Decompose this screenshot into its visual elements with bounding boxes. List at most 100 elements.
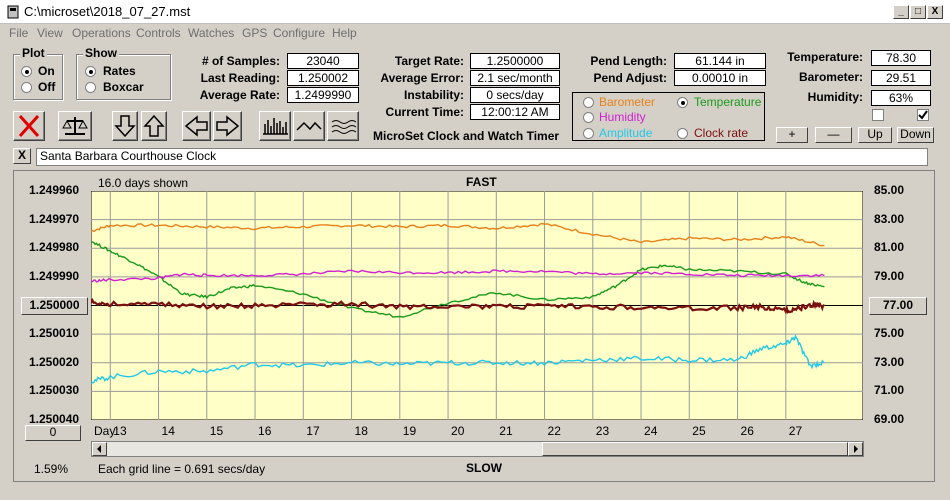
temperature-radio[interactable] bbox=[677, 97, 688, 108]
amplitude-option-label: Amplitude bbox=[599, 126, 653, 140]
last-reading-label: Last Reading: bbox=[200, 71, 280, 85]
series-line-temperature bbox=[91, 241, 825, 318]
series-line-humidity bbox=[91, 269, 825, 283]
clear-button[interactable] bbox=[13, 111, 45, 141]
scroll-thumb[interactable] bbox=[542, 442, 848, 456]
barometer-radio[interactable] bbox=[583, 97, 594, 108]
y-right-tick-label: 69.00 bbox=[874, 412, 905, 426]
scroll-down-button[interactable] bbox=[112, 111, 138, 141]
minimize-button[interactable]: _ bbox=[893, 5, 909, 19]
instability-label: Instability: bbox=[403, 88, 464, 102]
humidity-option-label: Humidity bbox=[599, 110, 646, 124]
boxcar-view-button[interactable] bbox=[327, 111, 359, 141]
pend-length-label: Pend Length: bbox=[590, 54, 667, 68]
temperature-option-label: Temperature bbox=[694, 95, 762, 109]
barometer-option-label: Barometer bbox=[599, 95, 656, 109]
x-tick-label: 19 bbox=[402, 424, 417, 438]
checkbox-right[interactable] bbox=[917, 109, 929, 121]
temperature-field: 78.30 bbox=[871, 50, 931, 66]
y-right-tick-label: 85.00 bbox=[874, 183, 905, 197]
series-line-amplitude bbox=[91, 334, 825, 385]
day-label: Day: bbox=[94, 424, 119, 438]
x-tick-label: 14 bbox=[161, 424, 175, 438]
show-rates-radio[interactable] bbox=[85, 66, 96, 77]
samples-field: 23040 bbox=[287, 53, 359, 69]
description-input[interactable]: Santa Barbara Courthouse Clock bbox=[36, 148, 928, 166]
maximize-button[interactable]: □ bbox=[910, 5, 926, 19]
y-left-tick-label: 1.250030 bbox=[29, 383, 80, 398]
clock-rate-option-label: Clock rate bbox=[694, 126, 749, 140]
close-button[interactable]: X bbox=[927, 5, 943, 19]
y-left-tick-label: 1.250020 bbox=[29, 354, 80, 369]
x-tick-label: 22 bbox=[547, 424, 561, 438]
chart-plot-area bbox=[91, 191, 863, 420]
show-group-title: Show bbox=[83, 46, 119, 60]
humidity-radio[interactable] bbox=[583, 112, 594, 123]
up-button[interactable]: Up bbox=[858, 127, 892, 143]
show-group: Show Rates Boxcar bbox=[76, 46, 171, 100]
amplitude-radio[interactable] bbox=[583, 128, 594, 139]
title-bar: C:\microset\2018_07_27.mst _ □ X bbox=[0, 0, 950, 24]
arrow-right-icon bbox=[216, 115, 240, 137]
center-value-button[interactable]: 1.250000 bbox=[21, 297, 88, 315]
plot-off-label: Off bbox=[38, 80, 56, 94]
average-rate-field: 1.2499990 bbox=[287, 87, 359, 103]
description-close-button[interactable]: X bbox=[13, 148, 31, 164]
x-tick-label: 23 bbox=[595, 424, 610, 438]
y-left-tick-label: 1.249960 bbox=[29, 183, 80, 197]
average-error-label: Average Error: bbox=[380, 71, 464, 85]
humidity-field: 63% bbox=[871, 90, 931, 106]
right-value-button[interactable]: 77.00 bbox=[869, 297, 927, 315]
wave-view-button[interactable] bbox=[293, 111, 325, 141]
x-tick-label: 24 bbox=[644, 424, 658, 438]
humidity-label: Humidity: bbox=[807, 90, 863, 104]
show-rates-label: Rates bbox=[103, 64, 136, 78]
show-boxcar-radio[interactable] bbox=[85, 82, 96, 93]
scroll-right-arrow[interactable] bbox=[848, 442, 863, 456]
menu-view[interactable]: View bbox=[37, 26, 63, 40]
minus-button[interactable]: — bbox=[815, 127, 852, 143]
menu-controls[interactable]: Controls bbox=[136, 26, 181, 40]
y-right-tick-label: 83.00 bbox=[874, 211, 905, 226]
y-left-tick-label: 1.249990 bbox=[29, 268, 80, 283]
scroll-up-button[interactable] bbox=[141, 111, 167, 141]
menu-file[interactable]: File bbox=[9, 26, 29, 40]
pend-length-field: 61.144 in bbox=[674, 53, 766, 69]
x-tick-label: 18 bbox=[354, 424, 368, 438]
pend-adjust-label: Pend Adjust: bbox=[593, 71, 667, 85]
zero-button[interactable]: 0 bbox=[25, 425, 81, 441]
menu-watches[interactable]: Watches bbox=[188, 26, 235, 40]
menu-help[interactable]: Help bbox=[332, 26, 357, 40]
checkbox-left[interactable] bbox=[872, 109, 884, 121]
balance-scale-icon bbox=[62, 117, 88, 135]
x-tick-label: 20 bbox=[451, 424, 465, 438]
menu-gps[interactable]: GPS bbox=[242, 26, 268, 40]
scroll-left-arrow[interactable] bbox=[92, 442, 107, 456]
down-button[interactable]: Down bbox=[897, 127, 934, 143]
plus-button[interactable]: + bbox=[776, 127, 808, 143]
plot-on-radio[interactable] bbox=[21, 66, 32, 77]
y-left-tick-label: 1.249980 bbox=[29, 240, 80, 255]
horizontal-scrollbar[interactable] bbox=[91, 441, 864, 457]
aux-options-box: Barometer Temperature Humidity Amplitude… bbox=[572, 92, 765, 141]
plot-off-radio[interactable] bbox=[21, 82, 32, 93]
y-left-tick-label: 1.250010 bbox=[29, 326, 80, 341]
current-time-field: 12:00:12 AM bbox=[470, 104, 560, 120]
average-error-field: 2.1 sec/month bbox=[470, 70, 560, 86]
y-left-tick-label: 1.249970 bbox=[29, 211, 80, 226]
wave-icon bbox=[296, 121, 322, 131]
barometer-field: 29.51 bbox=[871, 70, 931, 86]
clock-rate-radio[interactable] bbox=[677, 128, 688, 139]
instability-field: 0 secs/day bbox=[470, 87, 560, 103]
series-line-barometer bbox=[91, 222, 825, 247]
balance-button[interactable] bbox=[58, 111, 92, 141]
window-title: C:\microset\2018_07_27.mst bbox=[24, 4, 191, 19]
slow-label: SLOW bbox=[466, 461, 502, 475]
scroll-right-button[interactable] bbox=[213, 111, 242, 141]
scroll-left-button[interactable] bbox=[182, 111, 211, 141]
bars-view-button[interactable] bbox=[259, 111, 291, 141]
menu-operations[interactable]: Operations bbox=[72, 26, 131, 40]
fast-label: FAST bbox=[466, 175, 497, 189]
menu-configure[interactable]: Configure bbox=[273, 26, 326, 40]
temperature-label: Temperature: bbox=[787, 50, 863, 64]
